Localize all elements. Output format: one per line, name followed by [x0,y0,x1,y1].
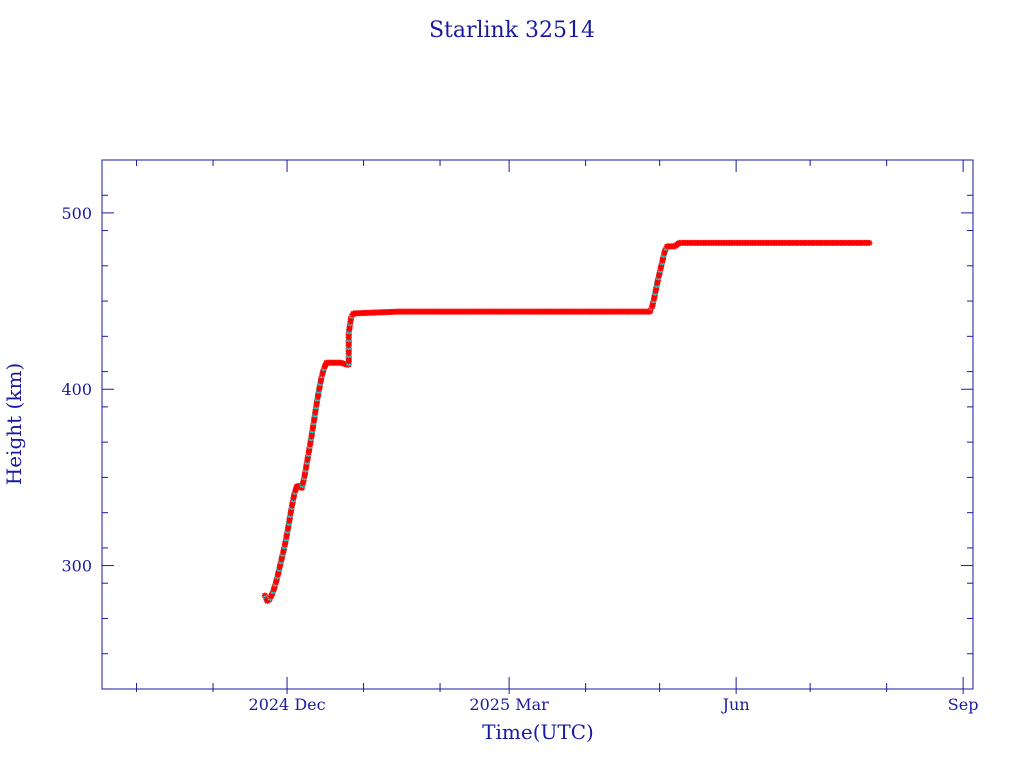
y-tick-label: 400 [61,380,92,399]
axis-ticks [102,160,973,694]
x-tick-label: Jun [721,695,750,714]
data-point-marker [866,239,873,246]
x-axis-title: Time(UTC) [482,720,594,744]
y-axis-title: Height (km) [2,363,26,485]
plot-frame [101,159,974,690]
series-line [264,242,870,602]
x-tick-label: 2025 Mar [469,695,549,714]
x-tick-label: Sep [948,695,979,714]
y-tick-label: 500 [61,204,92,223]
y-tick-label: 300 [61,557,92,576]
chart-title: Starlink 32514 [429,18,595,43]
x-tick-label: 2024 Dec [249,695,326,714]
series-markers [261,239,873,604]
axis-tick-labels: 2024 Dec 2025 Mar Jun Sep 300 400 500 [61,204,978,714]
